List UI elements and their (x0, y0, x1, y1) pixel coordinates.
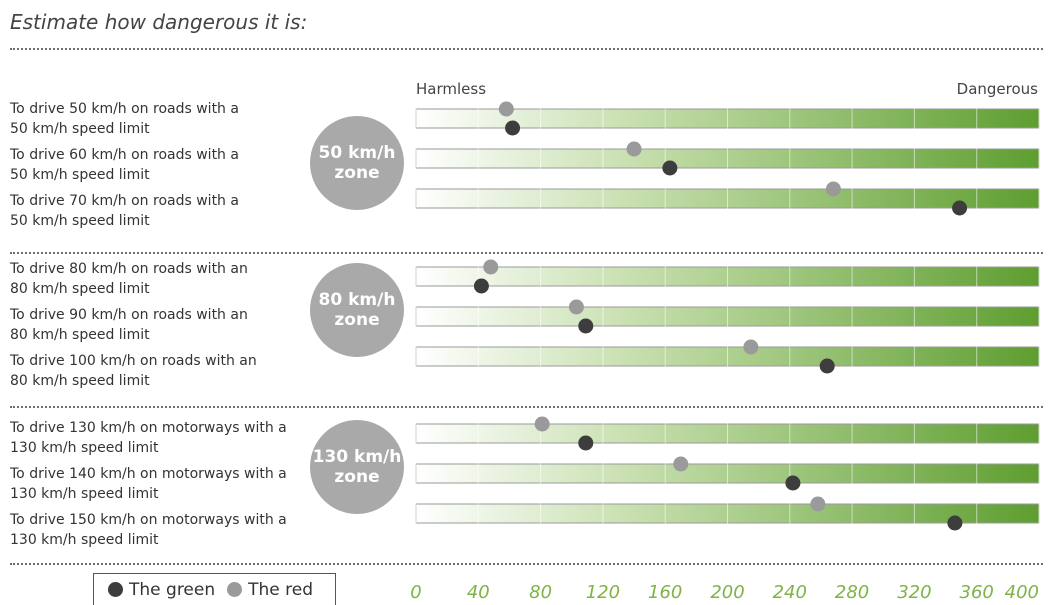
green-dot (578, 318, 594, 334)
section-divider (10, 406, 1043, 408)
x-tick-label: 320 (897, 582, 931, 603)
red-dot (483, 259, 499, 275)
x-tick-label: 80 (529, 582, 552, 603)
section-divider (10, 252, 1043, 254)
x-tick-label: 360 (960, 582, 994, 603)
row-label: To drive 70 km/h on roads with a 50 km/h … (10, 193, 239, 229)
row-label: To drive 150 km/h on motorways with a 130… (10, 512, 287, 548)
red-dot (534, 416, 550, 432)
legend: The green The red (93, 573, 336, 605)
x-tick-label: 240 (773, 582, 807, 603)
x-tick-label: 280 (835, 582, 869, 603)
legend-red-dot (227, 582, 243, 597)
red-dot (568, 299, 584, 315)
red-dot (810, 496, 826, 512)
scale-min-label: Harmless (416, 80, 487, 98)
row-label: To drive 90 km/h on roads with an 80 km/h… (10, 307, 248, 343)
red-dot (673, 456, 689, 472)
red-dot (626, 141, 642, 157)
bottom-divider (10, 563, 1043, 565)
legend-green-dot (108, 582, 123, 597)
zone-130-badge: 130 km/h zone (310, 420, 404, 514)
row-label: To drive 80 km/h on roads with an 80 km/h… (10, 261, 248, 297)
legend-red-label: The red (248, 579, 314, 600)
x-tick-label: 400 (1005, 582, 1039, 603)
x-tick-label: 120 (586, 582, 620, 603)
green-dot (947, 515, 963, 531)
green-dot (662, 160, 678, 176)
x-tick-label: 40 (467, 582, 490, 603)
row-label: To drive 60 km/h on roads with a 50 km/h … (10, 147, 239, 183)
green-dot (505, 120, 521, 136)
legend-green-label: The green (129, 579, 216, 600)
row-label: To drive 50 km/h on roads with a 50 km/h … (10, 101, 239, 137)
zone-50-badge: 50 km/h zone (310, 116, 404, 210)
green-dot (952, 200, 968, 216)
title-divider (10, 48, 1043, 50)
row-label: To drive 100 km/h on roads with an 80 km/… (10, 353, 257, 389)
legend-red: The red (227, 580, 313, 600)
x-tick-label: 160 (648, 582, 682, 603)
red-dot (498, 101, 514, 117)
green-dot (473, 278, 489, 294)
green-dot (785, 475, 801, 491)
row-label: To drive 140 km/h on motorways with a 130… (10, 466, 287, 502)
zone-80-badge: 80 km/h zone (310, 263, 404, 357)
page-title: Estimate how dangerous it is: (10, 10, 308, 34)
row-label: To drive 130 km/h on motorways with a 130… (10, 420, 287, 456)
red-dot (825, 181, 841, 197)
green-dot (819, 358, 835, 374)
scale-max-label: Dangerous (956, 80, 1038, 98)
green-dot (578, 435, 594, 451)
x-tick-label: 200 (710, 582, 744, 603)
red-dot (743, 339, 759, 355)
x-tick-label: 0 (410, 582, 421, 603)
legend-green: The green (108, 580, 215, 600)
